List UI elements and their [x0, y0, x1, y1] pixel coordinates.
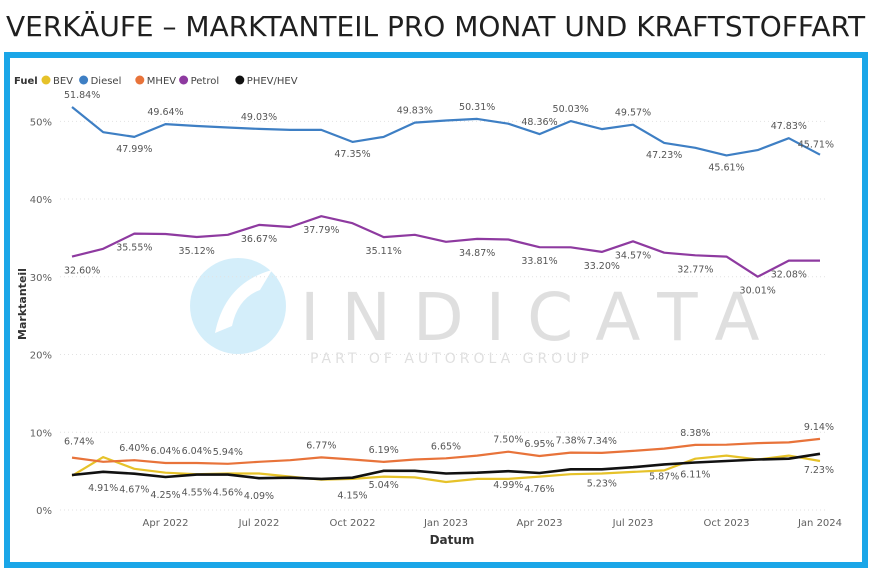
- legend-item-label: MHEV: [147, 76, 176, 87]
- x-tick-label: Jan 2024: [797, 518, 842, 529]
- legend-item-label: Petrol: [191, 76, 220, 87]
- data-label: 6.04%: [182, 446, 212, 457]
- series-line-diesel[interactable]: [71, 106, 821, 157]
- x-tick-label: Oct 2023: [704, 518, 750, 529]
- data-label: 6.65%: [431, 441, 461, 452]
- y-axis-title: Marktanteil: [16, 268, 29, 340]
- data-label: 7.38%: [556, 436, 586, 447]
- x-tick-label: Oct 2022: [330, 518, 376, 529]
- data-label: 33.20%: [584, 261, 620, 272]
- data-label: 6.95%: [524, 439, 554, 450]
- legend-item-label: PHEV/HEV: [247, 76, 298, 87]
- data-label: 6.04%: [150, 446, 180, 457]
- data-label: 6.40%: [119, 443, 149, 454]
- x-tick-label: Jul 2022: [238, 518, 280, 529]
- data-label: 7.23%: [804, 465, 834, 476]
- data-label: 7.50%: [493, 435, 523, 446]
- legend-marker[interactable]: [135, 75, 145, 85]
- data-label: 5.23%: [587, 478, 617, 489]
- data-label: 5.94%: [213, 447, 243, 458]
- data-label: 47.23%: [646, 150, 682, 161]
- data-label: 36.67%: [241, 234, 277, 245]
- data-label: 4.91%: [88, 483, 118, 494]
- data-label: 32.08%: [771, 270, 807, 281]
- data-label: 34.87%: [459, 248, 495, 259]
- x-tick-label: Jan 2023: [423, 518, 468, 529]
- data-label: 5.04%: [369, 480, 399, 491]
- watermark-arrow-icon: [215, 270, 272, 333]
- data-label: 9.14%: [804, 422, 834, 433]
- data-label: 49.57%: [615, 108, 651, 119]
- data-label: 33.81%: [521, 256, 557, 267]
- data-label: 48.36%: [521, 117, 557, 128]
- data-label: 49.64%: [147, 107, 183, 118]
- legend-item-label: BEV: [53, 76, 73, 87]
- y-tick-label: 30%: [30, 273, 52, 284]
- data-label: 4.56%: [213, 488, 243, 499]
- data-label: 4.55%: [182, 488, 212, 499]
- data-label: 4.67%: [119, 485, 149, 496]
- data-label: 6.77%: [306, 440, 336, 451]
- data-label: 50.03%: [553, 104, 589, 115]
- data-label: 35.55%: [116, 243, 152, 254]
- data-label: 49.03%: [241, 112, 277, 123]
- data-label: 30.01%: [740, 286, 776, 297]
- series-line-petrol[interactable]: [71, 215, 820, 278]
- x-tick-label: Apr 2022: [143, 518, 189, 529]
- legend-marker[interactable]: [79, 75, 89, 85]
- data-label: 32.60%: [64, 266, 100, 277]
- y-tick-label: 0%: [36, 506, 52, 517]
- data-label: 37.79%: [303, 225, 339, 236]
- data-label: 51.84%: [64, 90, 100, 101]
- legend-marker[interactable]: [41, 75, 51, 85]
- data-label: 35.12%: [179, 246, 215, 257]
- visual-frame: [4, 52, 868, 568]
- x-tick-label: Apr 2023: [517, 518, 563, 529]
- legend-marker[interactable]: [235, 75, 245, 85]
- data-label: 6.74%: [64, 437, 94, 448]
- data-label: 6.19%: [369, 445, 399, 456]
- legend-title: Fuel: [14, 76, 38, 87]
- data-label: 4.99%: [493, 480, 523, 491]
- data-label: 6.11%: [680, 470, 710, 481]
- data-label: 47.35%: [334, 149, 370, 160]
- data-label: 47.99%: [116, 144, 152, 155]
- data-label: 34.57%: [615, 250, 651, 261]
- x-axis-title: Datum: [430, 533, 475, 547]
- series-line-phev-hev[interactable]: [71, 452, 821, 481]
- data-label: 5.87%: [649, 471, 679, 482]
- x-tick-label: Jul 2023: [612, 518, 654, 529]
- legend-item-label: Diesel: [91, 76, 122, 87]
- data-label: 4.76%: [524, 484, 554, 495]
- data-label: 8.38%: [680, 428, 710, 439]
- series-line-mhev[interactable]: [71, 437, 821, 465]
- y-tick-label: 20%: [30, 351, 52, 362]
- data-label: 4.09%: [244, 491, 274, 502]
- y-tick-label: 50%: [30, 117, 52, 128]
- data-label: 49.83%: [397, 106, 433, 117]
- data-label: 4.15%: [337, 491, 367, 502]
- legend-marker[interactable]: [179, 75, 189, 85]
- page-title: VERKÄUFE – MARKTANTEIL PRO MONAT UND KRA…: [6, 10, 866, 43]
- data-label: 7.34%: [587, 436, 617, 447]
- y-tick-label: 10%: [30, 428, 52, 439]
- data-label: 50.31%: [459, 102, 495, 113]
- watermark-emblem: [190, 258, 286, 354]
- watermark-brand: INDICATA: [300, 279, 782, 356]
- data-label: 32.77%: [677, 264, 713, 275]
- watermark-tagline: PART OF AUTOROLA GROUP: [310, 351, 593, 367]
- data-label: 47.83%: [771, 121, 807, 132]
- data-label: 45.71%: [798, 140, 834, 151]
- data-label: 45.61%: [708, 162, 744, 173]
- data-label: 4.25%: [150, 490, 180, 501]
- y-tick-label: 40%: [30, 195, 52, 206]
- data-label: 35.11%: [366, 246, 402, 257]
